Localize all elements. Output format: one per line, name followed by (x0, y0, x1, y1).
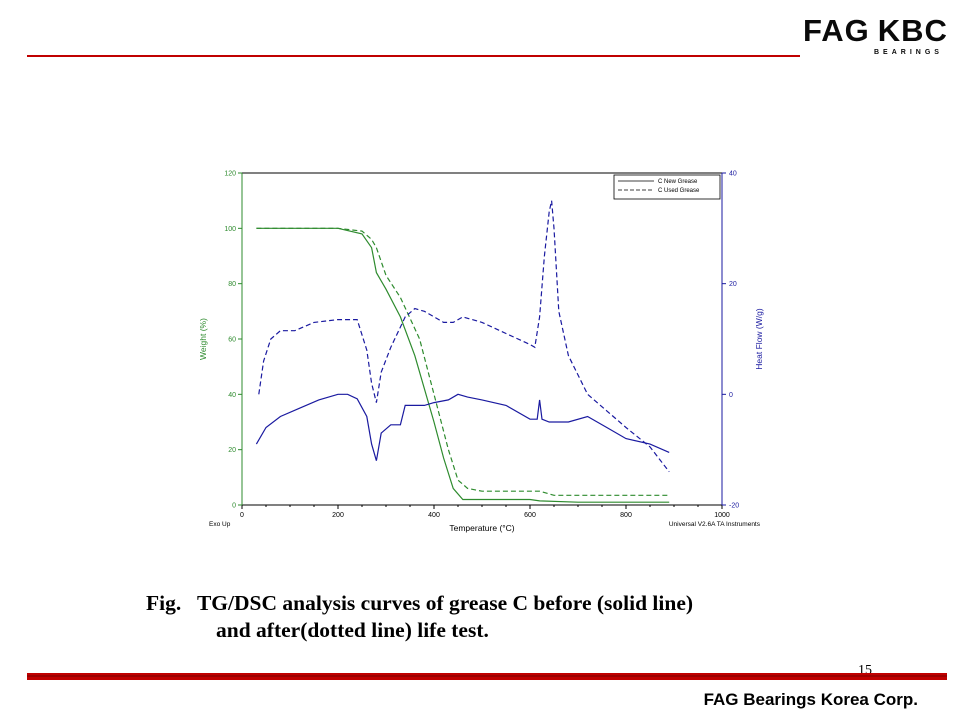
y-left-axis-label: Weight (%) (198, 318, 208, 360)
x-tick-label: 200 (332, 512, 344, 519)
x-axis-label: Temperature (°C) (449, 523, 514, 533)
plot-frame (241, 172, 723, 506)
fag-kbc-logo: FAG KBC BEARINGS (803, 15, 948, 62)
series-line-3 (255, 393, 670, 461)
series-line-2 (256, 227, 670, 496)
series-line-4 (258, 200, 670, 473)
y-left-tick-label: 0 (232, 503, 236, 510)
legend-label-1: C New Grease (658, 179, 698, 185)
legend-box (613, 174, 721, 200)
footer-bar (27, 673, 947, 680)
y-left-tick-label: 40 (228, 392, 236, 399)
caption-line-2: and after(dotted line) life test. (216, 618, 489, 642)
logo-fag: FAG (803, 13, 870, 48)
x-tick-label: 1000 (714, 512, 730, 519)
x-tick-label: 0 (240, 512, 244, 519)
logo-subtitle: BEARINGS (874, 49, 943, 56)
y-right-tick-label: -20 (729, 503, 739, 510)
tg-dsc-chart: 0 200 400 600 800 1000 0 20 40 60 80 100 120 -20 0 20 40… (180, 160, 780, 540)
y-left-tick-label: 120 (224, 171, 236, 178)
footer-company: FAG Bearings Korea Corp. (703, 690, 918, 709)
y-left-tick-label: 80 (228, 281, 236, 288)
x-tick-label: 600 (524, 512, 536, 519)
figure-caption: Fig. TG/DSC analysis curves of grease C … (146, 590, 906, 644)
logo-kbc: KBC (877, 13, 948, 48)
exo-up-label: Exo Up (209, 521, 231, 528)
caption-line-1: Fig. TG/DSC analysis curves of grease C … (146, 591, 694, 615)
y-right-tick-label: 40 (729, 171, 737, 178)
header-rule (27, 55, 800, 57)
legend-label-2: C Used Grease (658, 188, 700, 194)
y-left-tick-label: 20 (228, 447, 236, 454)
x-tick-label: 800 (620, 512, 632, 519)
y-right-tick-label: 0 (729, 392, 733, 399)
x-tick-label: 400 (428, 512, 440, 519)
y-left-tick-label: 100 (224, 226, 236, 233)
chart-svg: 0 200 400 600 800 1000 0 20 40 60 80 100 120 -20 0 20 40… (198, 171, 764, 534)
y-left-tick-label: 60 (228, 337, 236, 344)
y-right-axis-label: Heat Flow (W/g) (754, 308, 764, 370)
instrument-label: Universal V2.6A TA Instruments (669, 521, 761, 528)
series-line-1 (256, 227, 670, 503)
y-right-tick-label: 20 (729, 281, 737, 288)
